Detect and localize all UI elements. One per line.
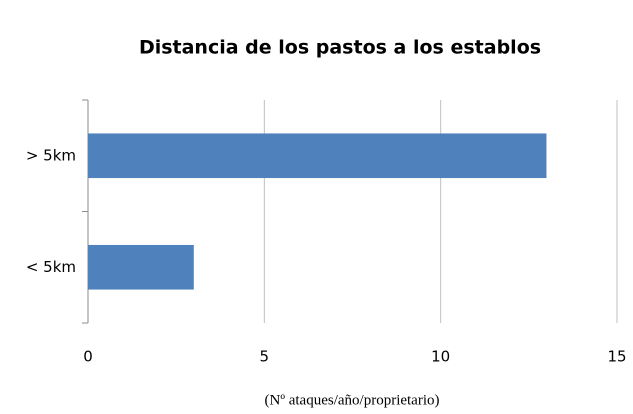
bar: [88, 244, 194, 290]
bar: [88, 133, 547, 179]
chart-title: Distancia de los pastos a los establos: [139, 37, 541, 59]
x-tick-label: 0: [83, 348, 93, 366]
y-tick-label: > 5km: [26, 146, 76, 164]
x-tick-label: 15: [607, 348, 626, 366]
x-tick-label: 10: [431, 348, 450, 366]
x-axis-label: (Nº ataques/año/proprietario): [265, 392, 440, 408]
x-tick-label: 5: [260, 348, 270, 366]
y-tick-label: < 5km: [26, 258, 76, 276]
